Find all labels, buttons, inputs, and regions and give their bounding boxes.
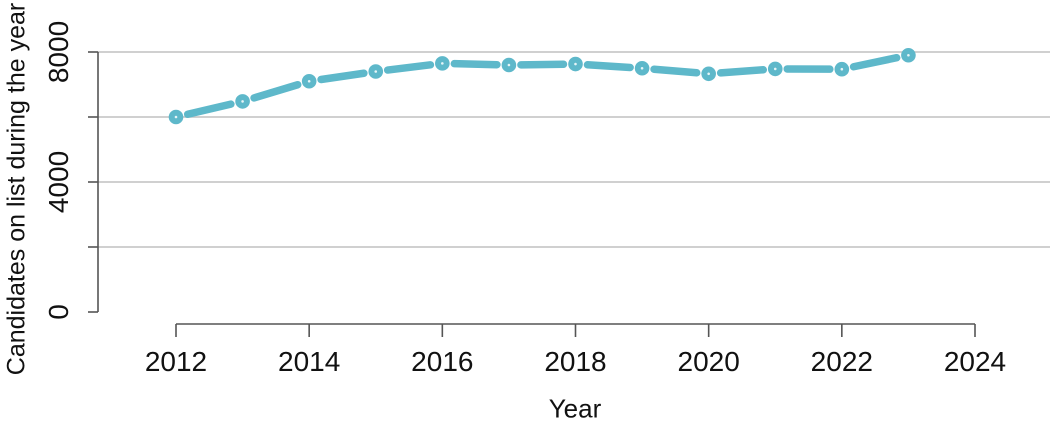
x-tick-label: 2014 [278,346,340,377]
series-segment [383,61,435,74]
data-point-center-dot [241,100,244,103]
data-point-center-dot [707,72,710,76]
series-segment [450,59,501,69]
x-tick-label: 2022 [811,346,873,377]
series-segment [583,61,634,72]
data-point-center-dot [174,115,178,119]
series-segment [517,60,568,69]
x-tick-label: 2020 [678,346,740,377]
y-axis-title: Candidates on list during the year [2,2,31,376]
x-tick-label: 2018 [544,346,606,377]
data-point-center-dot [574,62,577,66]
data-point-center-dot [441,62,444,65]
data-point-center-dot [307,79,311,83]
data-point-center-dot [840,67,844,71]
series-segment [849,53,901,71]
data-point-center-dot [640,66,644,70]
y-tick-label: 8000 [43,21,74,83]
data-point-center-dot [374,70,378,73]
y-tick-label: 0 [43,304,74,320]
series-segment [250,80,302,102]
x-axis-title: Year [548,393,602,422]
data-point-center-dot [507,63,511,67]
x-tick-label: 2016 [411,346,473,377]
series-segment [317,69,368,84]
data-point-center-dot [773,67,777,71]
series-segment [650,65,701,77]
x-tick-label: 2024 [944,346,1006,377]
x-tick-label: 2012 [145,346,207,377]
series-segment [183,100,235,119]
y-tick-label: 4000 [43,151,74,213]
series-segment [716,66,768,77]
data-point-center-dot [907,53,910,57]
